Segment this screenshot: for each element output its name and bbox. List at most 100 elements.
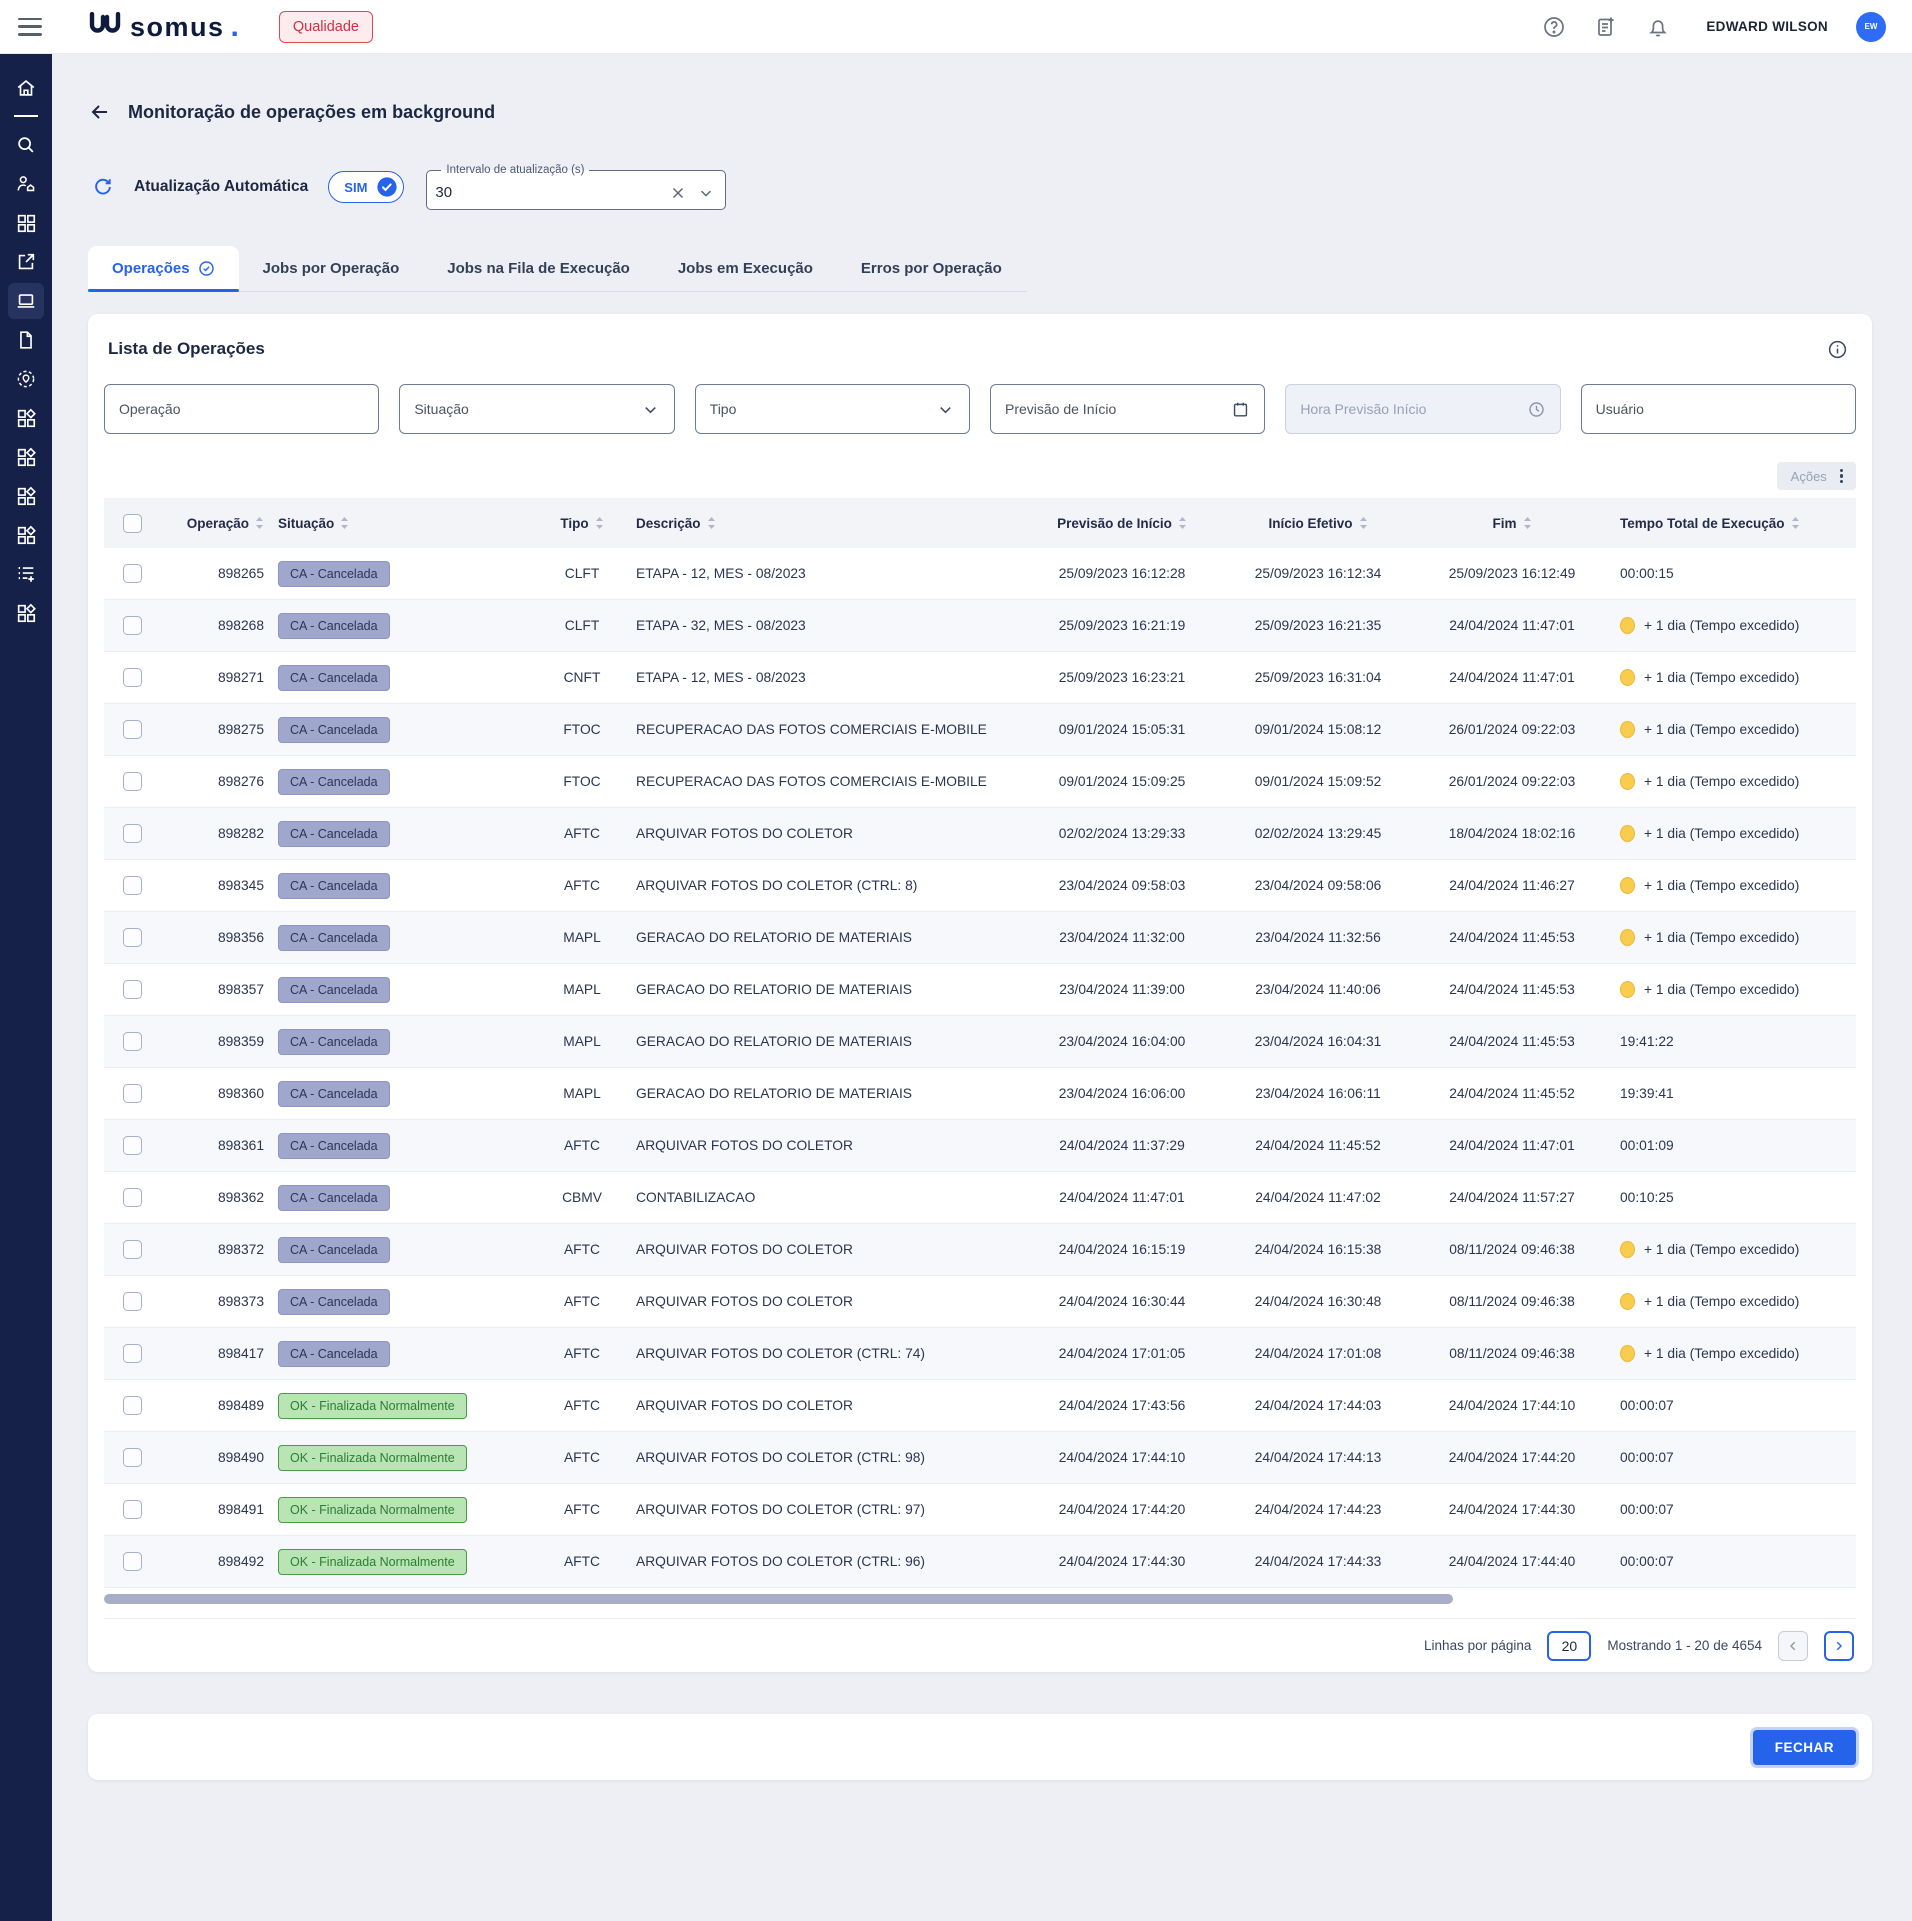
- tab-jobs-por-operacao[interactable]: Jobs por Operação: [239, 246, 424, 291]
- table-row[interactable]: 898360 CA - Cancelada MAPL GERACAO DO RE…: [104, 1068, 1856, 1120]
- table-row[interactable]: 898359 CA - Cancelada MAPL GERACAO DO RE…: [104, 1016, 1856, 1068]
- previous-page-button[interactable]: [1778, 1630, 1808, 1661]
- col-situacao[interactable]: Situação: [264, 498, 540, 548]
- row-checkbox[interactable]: [122, 1500, 142, 1519]
- sort-icon[interactable]: [340, 516, 349, 530]
- sidebar-item-document[interactable]: [8, 322, 44, 358]
- row-checkbox[interactable]: [122, 876, 142, 895]
- table-row[interactable]: 898417 CA - Cancelada AFTC ARQUIVAR FOTO…: [104, 1328, 1856, 1380]
- table-row[interactable]: 898345 CA - Cancelada AFTC ARQUIVAR FOTO…: [104, 860, 1856, 912]
- rows-per-page-input[interactable]: 20: [1547, 1630, 1592, 1661]
- row-checkbox[interactable]: [122, 616, 142, 635]
- sidebar-item-modules-4[interactable]: [8, 517, 44, 553]
- sort-icon[interactable]: [595, 516, 604, 530]
- row-checkbox[interactable]: [122, 668, 142, 687]
- calendar-icon[interactable]: [1231, 400, 1250, 419]
- row-checkbox[interactable]: [122, 1552, 142, 1571]
- sort-icon[interactable]: [255, 516, 264, 530]
- row-checkbox[interactable]: [122, 564, 142, 583]
- chevron-down-icon[interactable]: [697, 184, 715, 202]
- col-fim[interactable]: Fim: [1416, 498, 1608, 548]
- col-previsao-inicio[interactable]: Previsão de Início: [1024, 498, 1220, 548]
- sidebar-item-search[interactable]: [8, 127, 44, 163]
- row-checkbox[interactable]: [122, 980, 142, 999]
- sidebar-item-location[interactable]: [8, 361, 44, 397]
- operacao-input[interactable]: [119, 401, 365, 417]
- sidebar-item-dashboard[interactable]: [8, 205, 44, 241]
- row-checkbox[interactable]: [122, 1344, 142, 1363]
- info-icon[interactable]: [1827, 339, 1848, 360]
- sidebar-item-list-add[interactable]: [8, 556, 44, 592]
- row-checkbox[interactable]: [122, 824, 142, 843]
- tab-jobs-fila-execucao[interactable]: Jobs na Fila de Execução: [423, 246, 654, 291]
- row-checkbox[interactable]: [122, 1396, 142, 1415]
- sidebar-item-modules-1[interactable]: [8, 400, 44, 436]
- table-row[interactable]: 898271 CA - Cancelada CNFT ETAPA - 12, M…: [104, 652, 1856, 704]
- clear-icon[interactable]: [669, 184, 687, 202]
- col-inicio-efetivo[interactable]: Início Efetivo: [1220, 498, 1416, 548]
- notifications-bell-icon[interactable]: [1646, 15, 1670, 39]
- sidebar-item-modules-2[interactable]: [8, 439, 44, 475]
- help-icon[interactable]: [1542, 15, 1566, 39]
- col-descricao[interactable]: Descrição: [624, 498, 1024, 548]
- table-row[interactable]: 898492 OK - Finalizada Normalmente AFTC …: [104, 1536, 1856, 1588]
- table-row[interactable]: 898361 CA - Cancelada AFTC ARQUIVAR FOTO…: [104, 1120, 1856, 1172]
- table-row[interactable]: 898373 CA - Cancelada AFTC ARQUIVAR FOTO…: [104, 1276, 1856, 1328]
- row-checkbox[interactable]: [122, 1032, 142, 1051]
- sidebar-item-modules-3[interactable]: [8, 478, 44, 514]
- refresh-icon[interactable]: [92, 176, 114, 198]
- table-row[interactable]: 898356 CA - Cancelada MAPL GERACAO DO RE…: [104, 912, 1856, 964]
- tab-erros-por-operacao[interactable]: Erros por Operação: [837, 246, 1026, 291]
- row-checkbox[interactable]: [122, 1188, 142, 1207]
- scrollbar-thumb[interactable]: [104, 1594, 1454, 1604]
- select-all-checkbox[interactable]: [122, 513, 142, 533]
- filter-tipo[interactable]: Tipo: [694, 384, 970, 434]
- new-note-icon[interactable]: [1594, 15, 1618, 39]
- sidebar-item-modules-5[interactable]: [8, 595, 44, 631]
- table-row[interactable]: 898362 CA - Cancelada CBMV CONTABILIZACA…: [104, 1172, 1856, 1224]
- row-checkbox[interactable]: [122, 1292, 142, 1311]
- filter-usuario[interactable]: [1580, 384, 1856, 434]
- col-tipo[interactable]: Tipo: [540, 498, 624, 548]
- sort-icon[interactable]: [707, 516, 716, 530]
- row-checkbox[interactable]: [122, 928, 142, 947]
- table-row[interactable]: 898276 CA - Cancelada FTOC RECUPERACAO D…: [104, 756, 1856, 808]
- tab-operacoes[interactable]: Operações: [88, 246, 239, 292]
- sidebar-item-home[interactable]: [8, 70, 44, 106]
- table-row[interactable]: 898268 CA - Cancelada CLFT ETAPA - 32, M…: [104, 600, 1856, 652]
- tab-jobs-em-execucao[interactable]: Jobs em Execução: [654, 246, 837, 291]
- table-row[interactable]: 898490 OK - Finalizada Normalmente AFTC …: [104, 1432, 1856, 1484]
- col-tempo-total[interactable]: Tempo Total de Execução: [1608, 498, 1856, 548]
- col-operacao[interactable]: Operação: [160, 498, 264, 548]
- row-checkbox[interactable]: [122, 1136, 142, 1155]
- row-checkbox[interactable]: [122, 772, 142, 791]
- filter-previsao-inicio[interactable]: Previsão de Início: [989, 384, 1266, 434]
- avatar[interactable]: EW: [1856, 11, 1886, 42]
- menu-icon[interactable]: [18, 17, 42, 36]
- close-button[interactable]: FECHAR: [1752, 1729, 1856, 1765]
- filter-operacao[interactable]: [104, 384, 380, 434]
- sort-icon[interactable]: [1523, 516, 1532, 530]
- table-row[interactable]: 898489 OK - Finalizada Normalmente AFTC …: [104, 1380, 1856, 1432]
- sidebar-item-monitor[interactable]: [8, 283, 44, 319]
- filter-situacao[interactable]: Situação: [399, 384, 675, 434]
- auto-update-toggle[interactable]: SIM: [328, 171, 405, 203]
- row-checkbox[interactable]: [122, 720, 142, 739]
- sort-icon[interactable]: [1178, 516, 1187, 530]
- table-row[interactable]: 898265 CA - Cancelada CLFT ETAPA - 12, M…: [104, 548, 1856, 600]
- row-checkbox[interactable]: [122, 1084, 142, 1103]
- sort-icon[interactable]: [1791, 516, 1800, 530]
- table-row[interactable]: 898372 CA - Cancelada AFTC ARQUIVAR FOTO…: [104, 1224, 1856, 1276]
- table-row[interactable]: 898275 CA - Cancelada FTOC RECUPERACAO D…: [104, 704, 1856, 756]
- sidebar-item-user-home[interactable]: [8, 166, 44, 202]
- usuario-input[interactable]: [1595, 401, 1841, 417]
- actions-button[interactable]: Ações: [1776, 462, 1856, 490]
- next-page-button[interactable]: [1824, 1630, 1854, 1661]
- horizontal-scrollbar[interactable]: [104, 1594, 1856, 1604]
- interval-input[interactable]: [435, 184, 660, 201]
- sidebar-item-external-link[interactable]: [8, 244, 44, 280]
- row-checkbox[interactable]: [122, 1240, 142, 1259]
- sort-icon[interactable]: [1359, 516, 1368, 530]
- interval-field[interactable]: Intervalo de atualização (s): [426, 164, 727, 210]
- table-row[interactable]: 898282 CA - Cancelada AFTC ARQUIVAR FOTO…: [104, 808, 1856, 860]
